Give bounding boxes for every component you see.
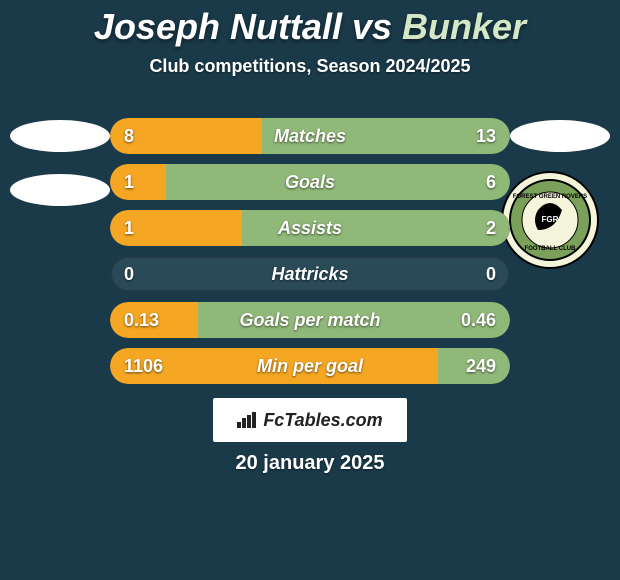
- right-value: 13: [476, 118, 496, 154]
- bar-row: Goals1 6: [110, 164, 510, 200]
- player1-avatar: [10, 110, 110, 270]
- badge-text: FcTables.com: [263, 410, 382, 431]
- avatar-placeholder-oval: [510, 120, 610, 152]
- player1-name: Joseph Nuttall: [94, 6, 342, 47]
- avatar-placeholder-oval: [10, 174, 110, 206]
- right-value: 0: [486, 256, 496, 292]
- right-value: 6: [486, 164, 496, 200]
- bar-row: Min per goal1106 249: [110, 348, 510, 384]
- player2-name: Bunker: [402, 6, 526, 47]
- bar-label: Hattricks: [110, 256, 510, 292]
- left-value: 0: [124, 256, 134, 292]
- bar-label: Min per goal: [110, 348, 510, 384]
- bar-label: Goals per match: [110, 302, 510, 338]
- avatar-placeholder-oval: [10, 120, 110, 152]
- comparison-bars: Matches813Goals16Assists12Hattricks00Goa…: [110, 118, 510, 394]
- vs-separator: vs: [352, 6, 392, 47]
- page-title: Joseph Nuttall vs Bunker: [0, 0, 620, 48]
- left-value: 0.13: [124, 302, 159, 338]
- left-value: 8: [124, 118, 134, 154]
- left-value: 1: [124, 164, 134, 200]
- svg-text:FOOTBALL CLUB: FOOTBALL CLUB: [525, 246, 577, 252]
- right-value: 2: [486, 210, 496, 246]
- player2-avatar: FOREST GREEN ROVERS FOOTBALL CLUB FGR: [510, 110, 610, 270]
- date-label: 20 january 2025: [0, 452, 620, 475]
- source-badge: FcTables.com: [213, 398, 407, 442]
- club-crest: FOREST GREEN ROVERS FOOTBALL CLUB FGR: [500, 170, 600, 270]
- subtitle: Club competitions, Season 2024/2025: [0, 56, 620, 77]
- bar-row: Assists1 2: [110, 210, 510, 246]
- svg-text:FOREST GREEN ROVERS: FOREST GREEN ROVERS: [513, 194, 587, 200]
- bar-label: Assists: [110, 210, 510, 246]
- bar-row: Matches8 13: [110, 118, 510, 154]
- right-value: 249: [466, 348, 496, 384]
- crest-icon: FOREST GREEN ROVERS FOOTBALL CLUB FGR: [500, 170, 600, 270]
- bar-label: Goals: [110, 164, 510, 200]
- svg-text:FGR: FGR: [542, 215, 559, 224]
- bar-row: Goals per match0.13 0.46: [110, 302, 510, 338]
- bar-row: Hattricks0 0: [110, 256, 510, 292]
- bars-icon: [237, 412, 257, 428]
- right-value: 0.46: [461, 302, 496, 338]
- bar-label: Matches: [110, 118, 510, 154]
- left-value: 1106: [124, 348, 163, 384]
- left-value: 1: [124, 210, 134, 246]
